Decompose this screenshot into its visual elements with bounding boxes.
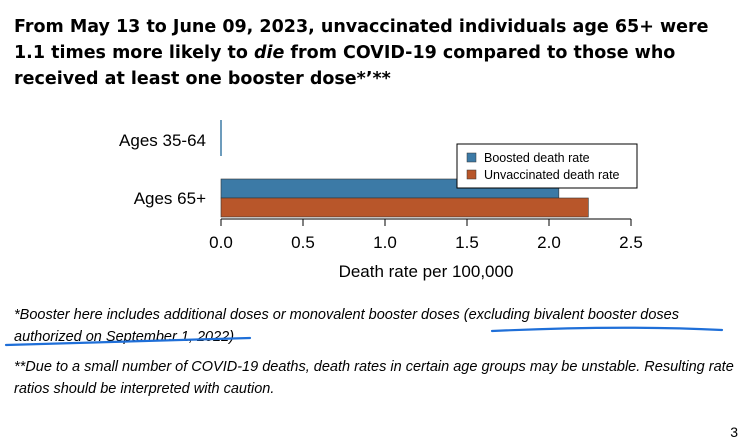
footnote-booster-definition: *Booster here includes additional doses … — [14, 307, 679, 345]
category-label-ages-65: Ages 65+ — [134, 189, 206, 208]
legend-label-boosted-death-rate: Boosted death rate — [484, 151, 590, 165]
legend-swatch-boosted-death-rate — [466, 152, 477, 163]
x-tick-label-4: 2.0 — [537, 233, 561, 252]
x-tick-label-3: 1.5 — [455, 233, 479, 252]
page-title: From May 13 to June 09, 2023, unvaccinat… — [14, 14, 744, 92]
title-footnote-marks: ’** — [365, 69, 391, 89]
x-tick-label-5: 2.5 — [619, 233, 643, 252]
category-label-ages-35-64: Ages 35-64 — [119, 131, 206, 150]
legend-swatch-unvaccinated-death-rate — [466, 169, 477, 180]
legend-box — [456, 143, 638, 189]
x-axis-label: Death rate per 100,000 — [339, 262, 514, 281]
x-tick-label-0: 0.0 — [209, 233, 233, 252]
title-text-2: from COVID-19 compared to those who rece… — [14, 43, 676, 89]
x-tick-label-2: 1.0 — [373, 233, 397, 252]
footnote-small-numbers: **Due to a small number of COVID-19 deat… — [14, 359, 734, 397]
page-number: 3 — [730, 424, 738, 440]
title-text-1: From May 13 to June 09, 2023, unvaccinat… — [14, 17, 709, 63]
legend-label-unvaccinated-death-rate: Unvaccinated death rate — [484, 168, 620, 182]
title-emphasis: die — [253, 43, 285, 63]
x-tick-label-1: 0.5 — [291, 233, 315, 252]
bar-unvaccinated-death-rate-ages-65 — [220, 197, 589, 218]
death-rate-chart: 0.0 0.5 1.0 1.5 2.0 2.5 Death rate per 100,000… — [119, 120, 643, 281]
